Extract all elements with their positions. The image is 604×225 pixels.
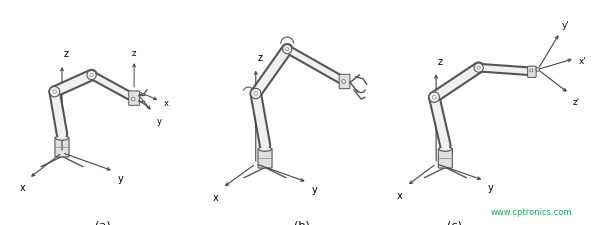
Text: y: y [156, 116, 161, 125]
Circle shape [474, 64, 483, 73]
Circle shape [254, 92, 257, 96]
Text: x: x [397, 190, 403, 200]
Circle shape [477, 67, 480, 70]
Circle shape [50, 87, 60, 97]
Ellipse shape [439, 147, 452, 152]
Text: z: z [132, 48, 137, 57]
Text: z: z [438, 56, 443, 66]
Text: (a): (a) [95, 220, 111, 225]
Circle shape [131, 98, 135, 101]
Text: y: y [311, 184, 317, 194]
Circle shape [90, 74, 93, 77]
Text: x: x [19, 182, 25, 192]
FancyBboxPatch shape [339, 75, 350, 89]
Text: www.cptronics.com: www.cptronics.com [491, 207, 572, 216]
Circle shape [342, 80, 345, 84]
Circle shape [251, 89, 261, 99]
FancyBboxPatch shape [258, 149, 272, 168]
Text: y: y [488, 182, 493, 192]
Text: x': x' [579, 56, 586, 65]
Circle shape [432, 96, 436, 100]
Text: y: y [117, 173, 123, 183]
Circle shape [286, 48, 289, 52]
Text: z: z [64, 49, 69, 59]
Ellipse shape [259, 147, 271, 152]
Text: z: z [258, 53, 263, 63]
Text: x: x [213, 192, 219, 202]
Text: (b): (b) [294, 220, 310, 225]
Text: y': y' [562, 21, 570, 30]
FancyBboxPatch shape [439, 149, 452, 168]
FancyBboxPatch shape [129, 92, 140, 106]
Circle shape [536, 68, 539, 72]
Circle shape [283, 45, 292, 54]
Text: (c): (c) [447, 220, 462, 225]
Text: z': z' [573, 98, 580, 107]
FancyBboxPatch shape [55, 138, 69, 157]
Ellipse shape [56, 136, 68, 141]
Text: x: x [164, 99, 169, 108]
Circle shape [87, 71, 96, 80]
Circle shape [53, 90, 56, 94]
FancyBboxPatch shape [528, 67, 536, 78]
Circle shape [530, 70, 533, 72]
Circle shape [429, 93, 440, 103]
